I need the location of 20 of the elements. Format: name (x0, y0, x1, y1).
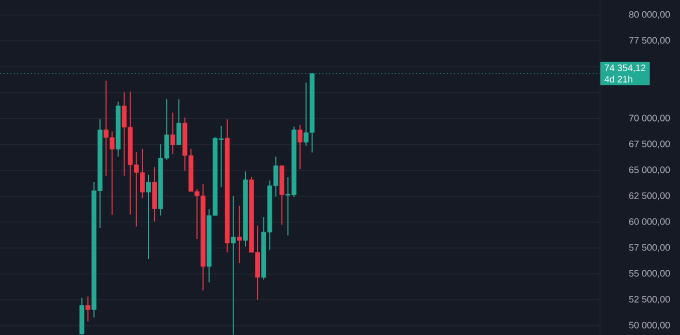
y-tick-label: 80 000,00 (629, 11, 670, 19)
y-tick-label: 60 000,00 (629, 218, 670, 226)
y-tick-label: 52 500,00 (629, 296, 670, 304)
y-tick-label: 65 000,00 (629, 166, 670, 174)
y-tick-label: 57 500,00 (629, 244, 670, 252)
candlestick (170, 112, 176, 155)
y-tick-label: 55 000,00 (629, 270, 670, 278)
candlestick (146, 174, 151, 260)
y-tick-label: 50 000,00 (629, 322, 670, 330)
candlestick (237, 205, 242, 264)
candlestick (230, 195, 236, 335)
y-tick-label: 67 500,00 (629, 140, 670, 148)
y-tick-label: 62 500,00 (629, 192, 670, 200)
candlestick (86, 296, 90, 322)
candlestick (298, 124, 302, 170)
candlestick (176, 98, 182, 146)
y-tick-label: 77 500,00 (629, 37, 670, 45)
y-tick-label: 70 000,00 (629, 114, 670, 122)
text: 4d 21h (604, 76, 632, 82)
ref-line-label: 74 354,12 (604, 64, 646, 72)
